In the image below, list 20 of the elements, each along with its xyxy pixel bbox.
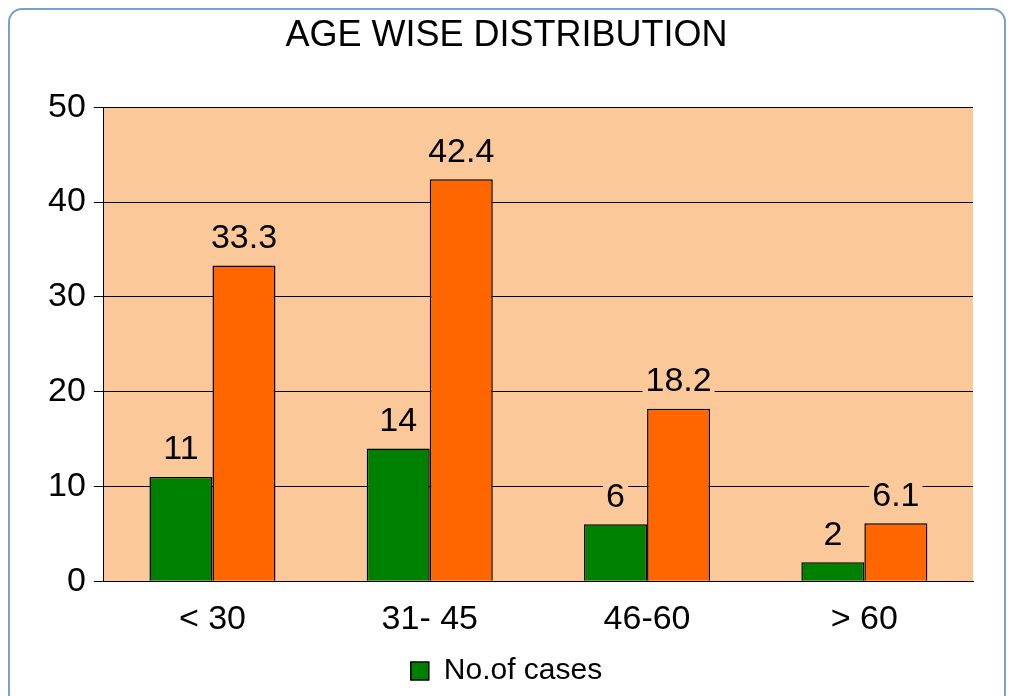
legend-label: No.of cases bbox=[443, 652, 603, 686]
data-label: 2 bbox=[823, 513, 843, 552]
chart-title: AGE WISE DISTRIBUTION bbox=[285, 12, 728, 54]
x-tick-label: > 60 bbox=[830, 597, 898, 636]
y-tick-label: 30 bbox=[47, 275, 86, 314]
data-label: 42.4 bbox=[428, 130, 495, 169]
y-tick-label: 10 bbox=[47, 464, 86, 503]
x-tick-label: 46-60 bbox=[603, 597, 691, 636]
data-label: 6.1 bbox=[872, 474, 920, 513]
y-tick-label: 20 bbox=[47, 369, 86, 408]
data-label: 14 bbox=[379, 399, 418, 438]
y-tick-label: 40 bbox=[47, 180, 86, 219]
data-label: 6 bbox=[606, 475, 626, 514]
data-label: 33.3 bbox=[210, 216, 278, 255]
data-label: 11 bbox=[163, 428, 199, 467]
x-tick-label: 31- 45 bbox=[381, 597, 478, 636]
data-label: 18.2 bbox=[645, 360, 712, 399]
y-tick-label: 0 bbox=[66, 559, 86, 598]
y-tick-label: 50 bbox=[47, 85, 86, 124]
x-tick-label: < 30 bbox=[178, 597, 247, 636]
